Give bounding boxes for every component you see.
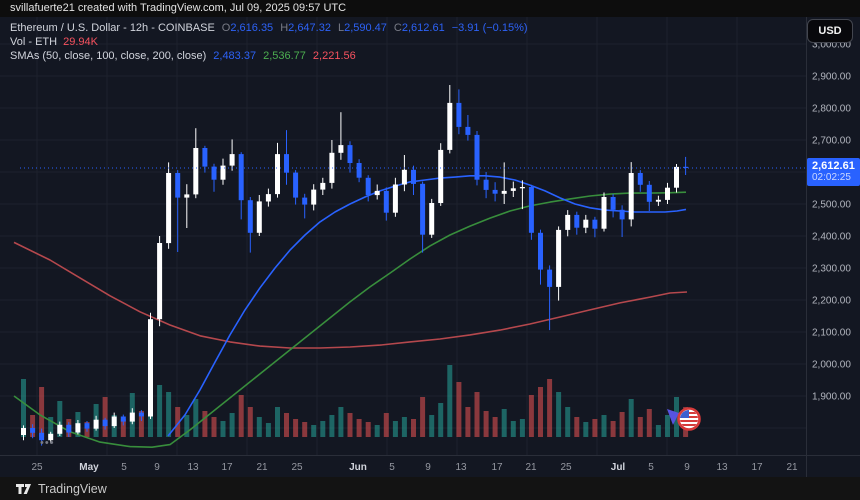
sma-value: 2,483.37 (213, 50, 257, 62)
grid-lines (0, 17, 806, 455)
flag-sticker[interactable] (667, 407, 701, 431)
candles-layer (21, 85, 689, 446)
svg-text:21: 21 (786, 462, 798, 473)
svg-text:25: 25 (31, 462, 43, 473)
symbol-title[interactable]: Ethereum / U.S. Dollar - 12h - COINBASE (10, 22, 215, 34)
svg-text:9: 9 (425, 462, 431, 473)
ohlc-value: 2,590.47 (344, 22, 387, 34)
svg-text:2,300.00: 2,300.00 (812, 264, 851, 275)
svg-text:Jun: Jun (349, 462, 367, 473)
currency-toggle-button[interactable]: USD (807, 19, 853, 43)
svg-text:17: 17 (491, 462, 503, 473)
svg-text:2,200.00: 2,200.00 (812, 296, 851, 307)
attribution-text: svillafuerte21 created with TradingView.… (10, 2, 347, 14)
price-scale[interactable]: 3,000.00 2,900.00 2,800.00 2,700.00 2,500.00… (812, 40, 851, 403)
legend-symbol-row: Ethereum / U.S. Dollar - 12h - COINBASE O… (10, 21, 528, 35)
last-price-value: 2,612.61 (812, 160, 855, 172)
time-scale[interactable]: 25 May 5 9 13 17 21 25 Jun 5 9 13 17 21 25 Jul 5 9 13 17 21 (31, 462, 798, 473)
svg-text:21: 21 (525, 462, 537, 473)
svg-text:9: 9 (684, 462, 690, 473)
ohlc-label: L (337, 22, 345, 34)
svg-text:25: 25 (291, 462, 303, 473)
svg-text:2,900.00: 2,900.00 (812, 72, 851, 83)
ohlc-label: O (221, 22, 231, 34)
footer-bar: TradingView (0, 477, 860, 500)
volume-bars (21, 365, 689, 437)
svg-text:2,100.00: 2,100.00 (812, 328, 851, 339)
svg-text:13: 13 (455, 462, 467, 473)
sma-value: 2,221.56 (312, 50, 356, 62)
tradingview-brand-text[interactable]: TradingView (38, 481, 107, 496)
svg-text:9: 9 (154, 462, 160, 473)
svg-text:5: 5 (121, 462, 127, 473)
ohlc-value: 2,612.61 (401, 22, 445, 34)
svg-text:Jul: Jul (611, 462, 626, 473)
price-chart-canvas[interactable]: 3,000.00 2,900.00 2,800.00 2,700.00 2,500.00… (0, 17, 860, 477)
attribution-bar: svillafuerte21 created with TradingView.… (0, 0, 860, 17)
change-value: −3.91 (−0.15%) (451, 22, 528, 34)
bar-countdown: 02:02:25 (812, 172, 851, 183)
svg-text:13: 13 (716, 462, 728, 473)
svg-text:May: May (79, 462, 99, 473)
legend-sma-row: SMAs (50, close, 100, close, 200, close)… (10, 49, 528, 63)
sma-indicator-label[interactable]: SMAs (50, close, 100, close, 200, close) (10, 50, 207, 62)
svg-text:17: 17 (751, 462, 763, 473)
svg-text:13: 13 (187, 462, 199, 473)
sma200-line (13, 241, 688, 349)
ohlc-value: 2,647.32 (288, 22, 331, 34)
volume-value: 29.94K (63, 36, 98, 48)
us-flag-icon (680, 410, 698, 428)
svg-text:2,400.00: 2,400.00 (812, 232, 851, 243)
svg-text:2,000.00: 2,000.00 (812, 360, 851, 371)
svg-text:5: 5 (648, 462, 654, 473)
sma-value: 2,536.77 (263, 50, 306, 62)
chart-legend: Ethereum / U.S. Dollar - 12h - COINBASE O… (10, 21, 528, 63)
sma100-line (13, 191, 687, 449)
svg-text:1,900.00: 1,900.00 (812, 392, 851, 403)
svg-text:3,000.00: 3,000.00 (812, 40, 851, 51)
svg-text:5: 5 (389, 462, 395, 473)
svg-text:2,500.00: 2,500.00 (812, 200, 851, 211)
legend-volume-row: Vol - ETH 29.94K (10, 35, 528, 49)
ohlc-value: 2,616.35 (230, 22, 274, 34)
tradingview-logo-icon[interactable] (16, 482, 31, 496)
cursor-icon (667, 409, 679, 425)
last-price-label: 2,612.61 02:02:25 (807, 158, 860, 186)
svg-text:2,700.00: 2,700.00 (812, 136, 851, 147)
svg-text:2,800.00: 2,800.00 (812, 104, 851, 115)
pane-more-button[interactable]: ••• (40, 437, 55, 449)
svg-text:25: 25 (560, 462, 572, 473)
svg-text:21: 21 (256, 462, 268, 473)
ohlc-label: H (280, 22, 289, 34)
volume-indicator-label[interactable]: Vol - ETH (10, 36, 58, 48)
ohlc-label: C (393, 22, 402, 34)
sma50-line (167, 175, 687, 437)
svg-text:17: 17 (221, 462, 233, 473)
